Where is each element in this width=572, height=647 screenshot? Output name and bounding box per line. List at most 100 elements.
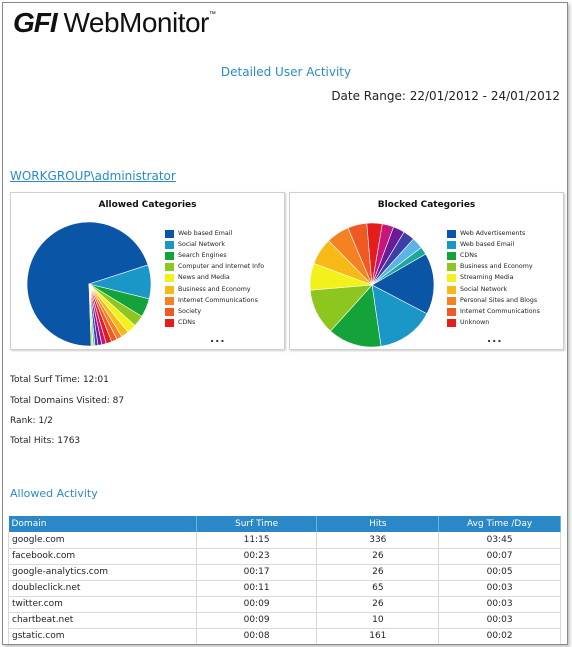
logo-brand: GFI — [13, 7, 58, 38]
legend-swatch — [447, 296, 456, 305]
hits-cell: 161 — [316, 628, 440, 644]
legend-entry: Personal Sites and Blogs — [447, 295, 540, 306]
column-header-domain: Domain — [8, 516, 197, 532]
avg-time-cell: 00:03 — [438, 580, 561, 597]
legend-entry: Computer and Internet Info — [165, 262, 264, 273]
legend-entry: Web based Email — [447, 239, 540, 250]
legend-label: Web based Email — [460, 240, 515, 248]
date-range: Date Range: 22/01/2012 - 24/01/2012 — [331, 89, 560, 103]
table-row: twitter.com 00:09 26 00:03 — [8, 596, 561, 613]
legend-entry: Business and Economy — [165, 284, 264, 295]
avg-time-cell: 03:45 — [438, 532, 561, 549]
column-header-hits: Hits — [316, 516, 440, 532]
legend-label: News and Media — [178, 274, 230, 282]
blocked-categories-chart: Blocked Categories Web Advertisements Web… — [289, 192, 564, 350]
legend-label: Internet Communications — [178, 296, 258, 304]
legend-label: Streaming Media — [460, 274, 514, 282]
legend-entry: Society — [165, 306, 264, 317]
pie-slice — [330, 284, 382, 348]
pie-slice — [371, 284, 428, 347]
domain-cell: facebook.com — [8, 548, 197, 565]
legend-swatch — [165, 263, 174, 272]
avg-time-cell: 00:05 — [438, 564, 561, 581]
table-header-row: Domain Surf Time Hits Avg Time /Day — [8, 516, 561, 532]
legend-swatch — [165, 307, 174, 316]
legend-entry: Web Advertisements — [447, 228, 540, 239]
legend-entry: News and Media — [165, 273, 264, 284]
avg-time-cell: 00:03 — [438, 596, 561, 613]
legend-entry: CDNs — [447, 250, 540, 261]
pie-slice — [88, 283, 94, 347]
legend-swatch — [165, 296, 174, 305]
legend-swatch — [447, 307, 456, 316]
total-hits: Total Hits: 1763 — [10, 436, 81, 446]
domain-cell: doubleclick.net — [8, 580, 197, 597]
domain-cell: chartbeat.net — [8, 612, 197, 629]
legend-entry: Business and Economy — [447, 262, 540, 273]
legend-swatch — [165, 274, 174, 283]
report-title: Detailed User Activity — [220, 65, 352, 79]
table-body: google.com 11:15 336 03:45 facebook.com 00:23… — [8, 532, 561, 644]
table-row: doubleclick.net 00:11 65 00:03 — [8, 580, 561, 597]
legend-swatch — [447, 263, 456, 272]
legend-label: Personal Sites and Blogs — [460, 296, 538, 304]
allowed-legend: Web based Email Social Network Search Engi… — [165, 228, 264, 329]
more-indicator: ... — [210, 332, 226, 345]
pie-slice — [371, 247, 427, 286]
hits-cell: 26 — [316, 564, 440, 581]
more-indicator: ... — [487, 332, 503, 345]
legend-label: Social Network — [178, 240, 225, 248]
hits-cell: 65 — [316, 580, 440, 597]
domain-cell: gstatic.com — [8, 628, 197, 644]
table-row: facebook.com 00:23 26 00:07 — [8, 548, 561, 565]
blocked-legend: Web Advertisements Web based Email CDNs Bus… — [447, 228, 540, 329]
legend-label: Computer and Internet Info — [178, 263, 265, 271]
legend-swatch — [447, 229, 456, 238]
avg-time-cell: 00:02 — [438, 628, 561, 644]
legend-entry: Streaming Media — [447, 273, 540, 284]
hits-cell: 336 — [316, 532, 440, 549]
legend-label: Internet Communications — [460, 307, 540, 315]
surf-time-cell: 00:09 — [196, 612, 318, 629]
table-row: google.com 11:15 336 03:45 — [8, 532, 561, 549]
chart-title: Blocked Categories — [377, 200, 476, 210]
legend-label: Society — [178, 307, 202, 315]
surf-time-cell: 00:09 — [196, 596, 318, 613]
legend-swatch — [165, 240, 174, 249]
legend-swatch — [447, 274, 456, 283]
legend-entry: Social Network — [165, 239, 264, 250]
legend-entry: CDNs — [165, 318, 264, 329]
domain-cell: google.com — [8, 532, 197, 549]
legend-entry: Internet Communications — [165, 295, 264, 306]
avg-time-cell: 00:03 — [438, 612, 561, 629]
surf-time-cell: 00:11 — [196, 580, 318, 597]
legend-swatch — [165, 285, 174, 294]
legend-entry: Web based Email — [165, 228, 264, 239]
legend-entry: Social Network — [447, 284, 540, 295]
legend-label: CDNs — [178, 319, 196, 327]
legend-swatch — [447, 251, 456, 260]
legend-swatch — [447, 319, 456, 328]
legend-label: Business and Economy — [178, 285, 251, 293]
table-row: chartbeat.net 00:09 10 00:03 — [8, 612, 561, 629]
surf-time-cell: 00:08 — [196, 628, 318, 644]
allowed-activity-title: Allowed Activity — [10, 487, 98, 500]
allowed-pie — [26, 221, 152, 347]
hits-cell: 26 — [316, 596, 440, 613]
domain-cell: twitter.com — [8, 596, 197, 613]
surf-time-cell: 00:17 — [196, 564, 318, 581]
logo-product: WebMonitor — [63, 7, 209, 38]
logo-trademark: ™ — [208, 11, 216, 18]
chart-title: Allowed Categories — [98, 200, 197, 210]
hits-cell: 26 — [316, 548, 440, 565]
legend-swatch — [447, 285, 456, 294]
legend-swatch — [447, 240, 456, 249]
legend-swatch — [165, 319, 174, 328]
column-header-surf-time: Surf Time — [196, 516, 318, 532]
user-name-link[interactable]: WORKGROUP\administrator — [10, 169, 176, 183]
total-domains-visited: Total Domains Visited: 87 — [10, 396, 125, 406]
legend-label: Unknown — [460, 319, 490, 327]
allowed-activity-table: Domain Surf Time Hits Avg Time /Day goog… — [8, 516, 561, 644]
legend-label: CDNs — [460, 251, 478, 259]
